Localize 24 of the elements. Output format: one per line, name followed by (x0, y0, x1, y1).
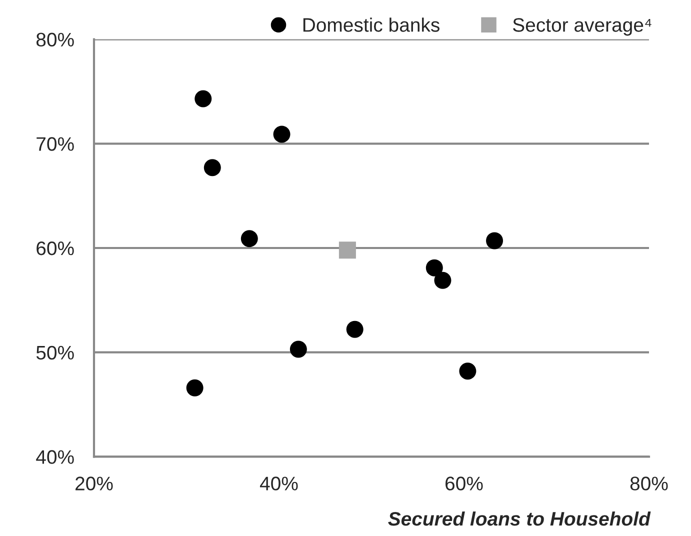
point (338, 242, 356, 259)
point (194, 90, 212, 108)
point (434, 272, 452, 289)
point (486, 232, 504, 250)
x-tick-label: 60% (446, 476, 483, 490)
point (290, 340, 307, 358)
y-tick-label: 60% (36, 241, 74, 256)
point (346, 320, 364, 338)
y-tick-label: 70% (36, 137, 74, 151)
point (240, 230, 258, 248)
point (459, 362, 476, 380)
legend-label: Sector average⁴ (512, 18, 652, 36)
y-tick-label: 40% (36, 450, 74, 464)
point (204, 159, 221, 176)
legend-label: Domestic banks (303, 18, 440, 32)
x-axis-title: Secured loans to Household (388, 511, 651, 526)
point (186, 379, 204, 396)
x-tick-label: 80% (630, 476, 668, 490)
point (426, 259, 443, 276)
x-tick-label: 20% (76, 476, 113, 490)
x-tick-label: 40% (260, 476, 298, 490)
point (273, 126, 290, 143)
y-tick-label: 80% (36, 32, 74, 47)
y-tick-label: 50% (36, 346, 74, 360)
